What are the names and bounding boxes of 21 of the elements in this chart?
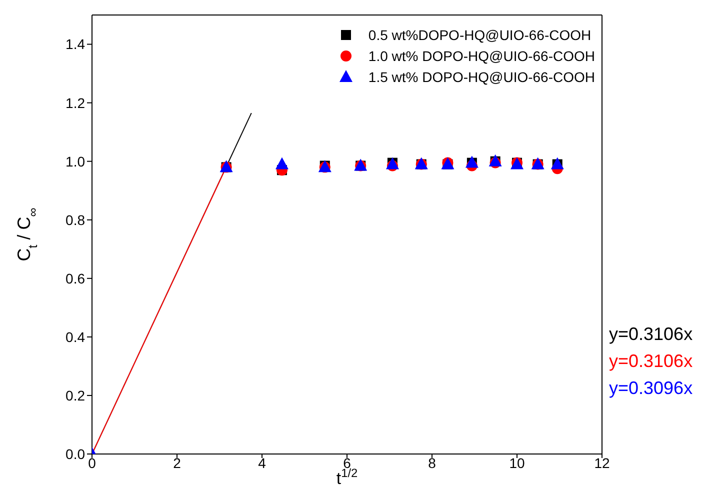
y-tick-label: 1.4	[66, 36, 86, 52]
legend-label: 0.5 wt%DOPO-HQ@UIO-66-COOH	[368, 26, 592, 42]
x-tick-label: 4	[258, 454, 266, 471]
legend-label: 1.5 wt% DOPO-HQ@UIO-66-COOH	[368, 68, 595, 84]
x-tick-label: 10	[509, 454, 525, 471]
y-tick-label: 0.0	[66, 446, 86, 462]
y-tick-label: 0.4	[66, 328, 86, 345]
text: y=0.3106x	[609, 324, 693, 345]
y-tick-label: 0.2	[66, 387, 86, 404]
legend-label: 1.0 wt% DOPO-HQ@UIO-66-COOH	[368, 48, 595, 64]
y-tick-label: 1.2	[66, 94, 86, 111]
point	[275, 157, 288, 170]
x-tick-label: 0	[88, 454, 96, 471]
y-tick-label: 0.8	[66, 212, 86, 228]
text: y=0.3106x	[609, 351, 693, 372]
y-tick-label: 0.6	[66, 270, 86, 286]
x-tick-label: 12	[594, 454, 610, 471]
y-tick-label: 1.0	[66, 153, 86, 170]
text: y=0.3096x	[609, 378, 693, 399]
x-tick-label: 8	[428, 454, 436, 471]
x-tick-label: 2	[173, 454, 182, 471]
